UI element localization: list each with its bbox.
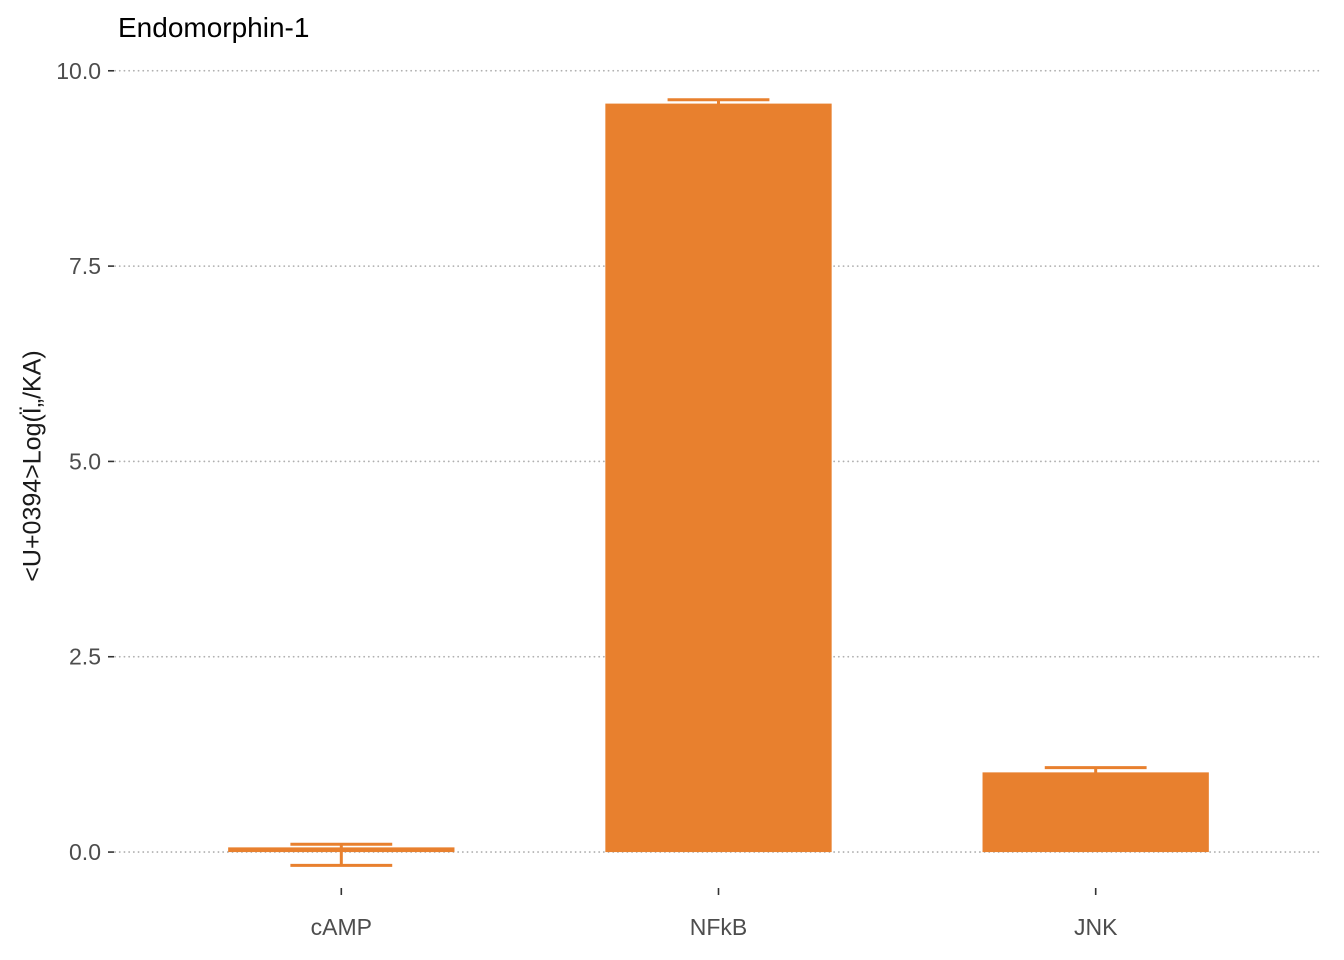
y-tick-label: 5.0 <box>69 448 101 474</box>
bar <box>982 772 1209 853</box>
x-tick-label: cAMP <box>311 914 372 940</box>
y-tick-label: 2.5 <box>69 644 101 670</box>
y-tick-label: 0.0 <box>69 839 101 865</box>
y-tick-label: 10.0 <box>56 58 101 84</box>
bar <box>605 103 832 853</box>
y-tick-label: 7.5 <box>69 253 101 279</box>
x-tick-label: JNK <box>1074 914 1118 940</box>
x-tick-label: NFkB <box>690 914 748 940</box>
chart-title: Endomorphin-1 <box>118 12 310 43</box>
